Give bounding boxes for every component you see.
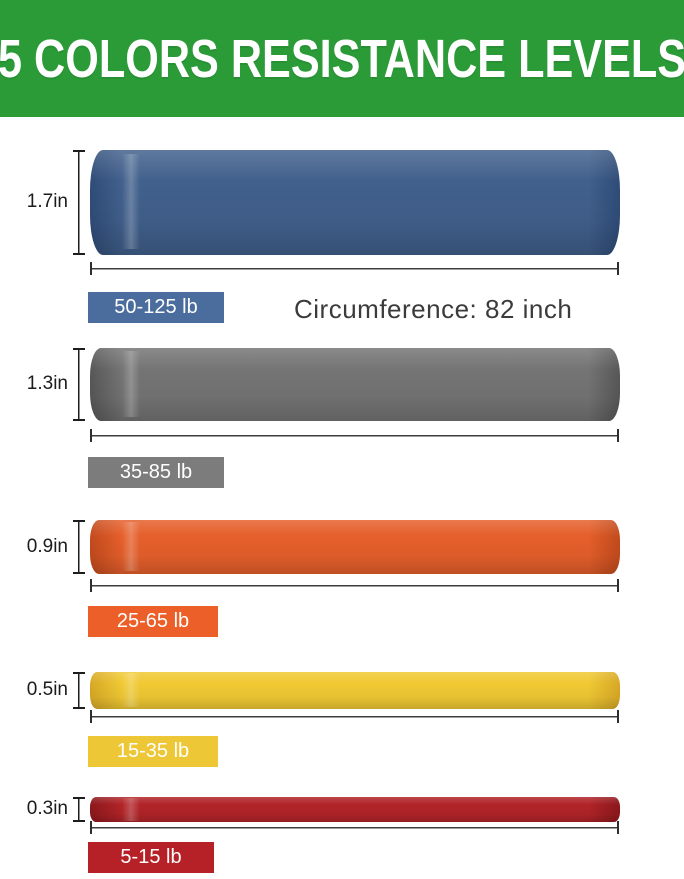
header: 5 COLORS RESISTANCE LEVELS — [0, 0, 684, 117]
band-image-yellow — [90, 672, 620, 709]
width-measure-line — [90, 821, 619, 834]
band-image-gray — [90, 348, 620, 421]
band-height-label: 1.3in — [26, 373, 68, 394]
resistance-label: 50-125 lb — [114, 296, 198, 318]
resistance-label: 25-65 lb — [116, 610, 190, 632]
height-measure-line — [72, 797, 86, 822]
width-measure-line — [90, 429, 619, 442]
resistance-badge: 50-125 lb — [88, 292, 224, 323]
band-height-label: 0.3in — [26, 798, 68, 819]
resistance-label: 5-15 lb — [120, 846, 182, 868]
resistance-label: 35-85 lb — [119, 461, 193, 483]
width-measure-line — [90, 579, 619, 592]
resistance-badge: 35-85 lb — [88, 457, 224, 488]
resistance-badge: 15-35 lb — [88, 736, 218, 767]
height-measure-line — [72, 520, 86, 574]
band-height-label: 0.5in — [26, 679, 68, 700]
resistance-badge: 25-65 lb — [88, 606, 218, 637]
band-height-label: 1.7in — [26, 191, 68, 212]
width-measure-line — [90, 710, 619, 723]
height-measure-line — [72, 150, 86, 255]
page-title: 5 COLORS RESISTANCE LEVELS — [0, 28, 684, 89]
resistance-badge: 5-15 lb — [88, 842, 214, 873]
height-measure-line — [72, 672, 86, 709]
width-measure-line — [90, 262, 619, 275]
circumference-label: Circumference: 82 inch — [294, 294, 573, 324]
resistance-label: 15-35 lb — [116, 740, 190, 762]
band-image-red — [90, 797, 620, 822]
band-image-blue — [90, 150, 620, 255]
height-measure-line — [72, 348, 86, 421]
band-image-orange — [90, 520, 620, 574]
band-height-label: 0.9in — [26, 536, 68, 557]
